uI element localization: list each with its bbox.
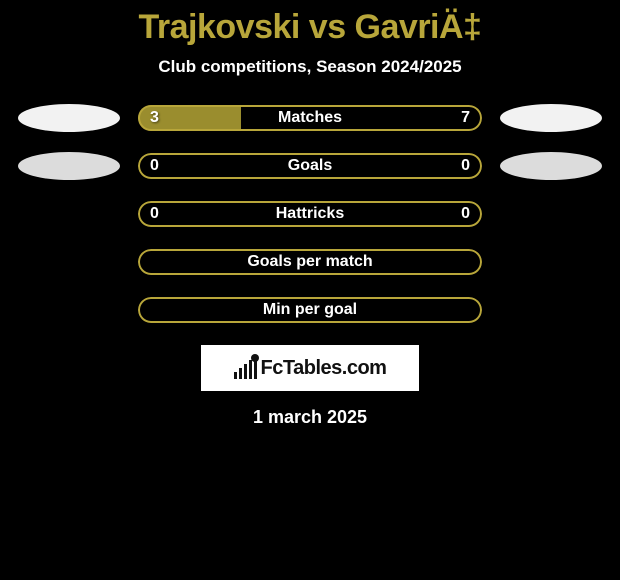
page-title: Trajkovski vs GavriÄ‡: [0, 8, 620, 47]
stat-bar: Goals per match: [138, 249, 482, 275]
player-chip-right: [500, 152, 602, 180]
brand-name: FcTables.com: [261, 357, 387, 380]
chart-icon: [234, 357, 257, 379]
stat-label: Hattricks: [138, 201, 482, 227]
stat-row: 37Matches: [0, 105, 620, 131]
stat-bar: 37Matches: [138, 105, 482, 131]
brand-logo: FcTables.com: [201, 345, 419, 391]
stat-label: Goals: [138, 153, 482, 179]
stat-bar: 00Goals: [138, 153, 482, 179]
player-chip-left: [18, 104, 120, 132]
player-chip-right: [500, 104, 602, 132]
stat-bar: 00Hattricks: [138, 201, 482, 227]
stat-row: Min per goal: [0, 297, 620, 323]
comparison-card: Trajkovski vs GavriÄ‡ Club competitions,…: [0, 0, 620, 580]
player-chip-left: [18, 152, 120, 180]
stat-row: 00Hattricks: [0, 201, 620, 227]
stat-label: Goals per match: [138, 249, 482, 275]
stat-row: Goals per match: [0, 249, 620, 275]
date-label: 1 march 2025: [0, 407, 620, 428]
stat-row: 00Goals: [0, 153, 620, 179]
stat-label: Matches: [138, 105, 482, 131]
stat-bar: Min per goal: [138, 297, 482, 323]
subtitle: Club competitions, Season 2024/2025: [0, 57, 620, 77]
stats-area: 37Matches 00Goals 00Hattricks Goals per mat…: [0, 105, 620, 323]
stat-label: Min per goal: [138, 297, 482, 323]
